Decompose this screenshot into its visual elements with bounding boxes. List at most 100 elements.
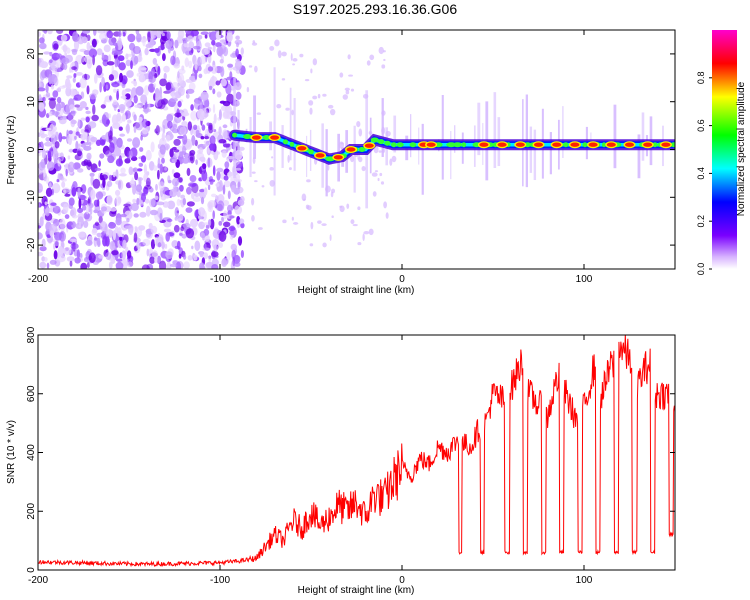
- noise-speckle: [161, 157, 165, 164]
- noise-speckle: [145, 149, 152, 161]
- noise-speckle: [155, 201, 165, 206]
- noise-speckle: [157, 65, 161, 76]
- noise-speckle: [58, 117, 67, 125]
- noise-speckle: [149, 198, 156, 208]
- noise-speckle: [62, 44, 67, 53]
- signal-speckle: [344, 87, 350, 91]
- noise-speckle: [130, 60, 133, 70]
- noise-speckle: [146, 205, 151, 217]
- noise-speckle: [179, 232, 183, 236]
- noise-speckle: [126, 250, 132, 259]
- signal-speckle: [288, 167, 292, 171]
- ridge-hot-core: [515, 142, 525, 147]
- noise-speckle: [109, 207, 117, 212]
- signal-speckle: [327, 164, 330, 171]
- signal-speckle: [251, 197, 255, 206]
- signal-speckle: [340, 142, 344, 145]
- noise-speckle: [234, 205, 243, 215]
- signal-speckle: [379, 172, 383, 177]
- noise-speckle: [220, 78, 227, 87]
- noise-speckle: [222, 200, 230, 206]
- noise-speckle: [117, 55, 125, 62]
- noise-speckle: [138, 162, 144, 167]
- ridge-green-blob: [282, 139, 289, 145]
- noise-speckle: [208, 124, 214, 134]
- noise-speckle: [173, 149, 180, 153]
- noise-speckle: [212, 46, 216, 52]
- noise-speckle: [166, 31, 171, 40]
- signal-speckle: [261, 185, 265, 188]
- noise-speckle: [87, 121, 97, 129]
- noise-speckle: [208, 179, 216, 183]
- signal-speckle: [374, 170, 379, 173]
- noise-speckle: [133, 95, 138, 104]
- noise-speckle: [115, 217, 122, 226]
- noise-speckle: [159, 212, 163, 222]
- noise-speckle: [88, 48, 98, 58]
- signal-speckle: [248, 65, 253, 68]
- noise-speckle: [48, 73, 53, 85]
- noise-speckle: [89, 45, 93, 50]
- noise-speckle: [78, 221, 82, 228]
- noise-speckle: [38, 251, 44, 257]
- ridge-green-blob: [358, 147, 366, 152]
- noise-speckle: [157, 169, 160, 180]
- ridge-hot-core: [497, 142, 507, 147]
- noise-speckle: [112, 229, 116, 241]
- noise-speckle: [164, 243, 168, 249]
- noise-speckle: [83, 55, 93, 63]
- noise-speckle: [106, 194, 113, 206]
- noise-speckle: [240, 222, 245, 229]
- noise-speckle: [61, 136, 67, 140]
- noise-speckle: [55, 30, 64, 34]
- signal-speckle: [322, 242, 327, 248]
- noise-speckle: [232, 66, 241, 71]
- noise-speckle: [64, 193, 71, 197]
- noise-speckle: [76, 249, 80, 259]
- noise-speckle: [204, 98, 210, 109]
- noise-speckle: [207, 147, 210, 154]
- noise-speckle: [203, 252, 209, 260]
- noise-speckle: [166, 134, 171, 142]
- noise-speckle: [187, 182, 197, 188]
- spectrogram-xtick-label: 100: [576, 274, 593, 285]
- noise-speckle: [116, 137, 123, 148]
- noise-speckle: [142, 128, 149, 135]
- noise-speckle: [112, 99, 118, 106]
- noise-speckle: [135, 86, 144, 96]
- noise-speckle: [200, 31, 209, 35]
- colorbar-gradient: [712, 30, 737, 269]
- noise-speckle: [156, 255, 162, 265]
- noise-speckle: [235, 35, 240, 40]
- noise-speckle: [43, 168, 46, 178]
- noise-speckle: [170, 55, 176, 66]
- noise-speckle: [108, 222, 117, 229]
- noise-speckle: [93, 209, 99, 214]
- noise-speckle: [209, 135, 216, 146]
- colorbar-tick-label: 0.2: [696, 215, 706, 228]
- noise-speckle: [124, 110, 131, 119]
- noise-speckle: [39, 216, 44, 227]
- signal-speckle: [235, 58, 240, 63]
- spectrogram-ytick-label: 10: [26, 96, 37, 108]
- noise-speckle: [103, 44, 111, 53]
- noise-speckle: [193, 45, 201, 50]
- signal-speckle: [385, 130, 391, 137]
- noise-speckle: [69, 66, 72, 73]
- noise-speckle: [38, 81, 42, 87]
- noise-speckle: [128, 166, 134, 176]
- noise-speckle: [198, 35, 203, 40]
- noise-speckle: [230, 243, 237, 251]
- noise-speckle: [93, 30, 97, 36]
- signal-speckle: [281, 78, 286, 81]
- noise-speckle: [150, 30, 158, 39]
- signal-speckle: [252, 157, 256, 165]
- noise-speckle: [56, 179, 60, 183]
- noise-speckle: [161, 32, 165, 37]
- noise-speckle: [113, 88, 117, 93]
- noise-speckle: [204, 243, 207, 250]
- noise-speckle: [172, 177, 180, 187]
- noise-speckle: [212, 210, 215, 220]
- noise-speckle: [141, 192, 146, 203]
- noise-speckle: [234, 149, 243, 161]
